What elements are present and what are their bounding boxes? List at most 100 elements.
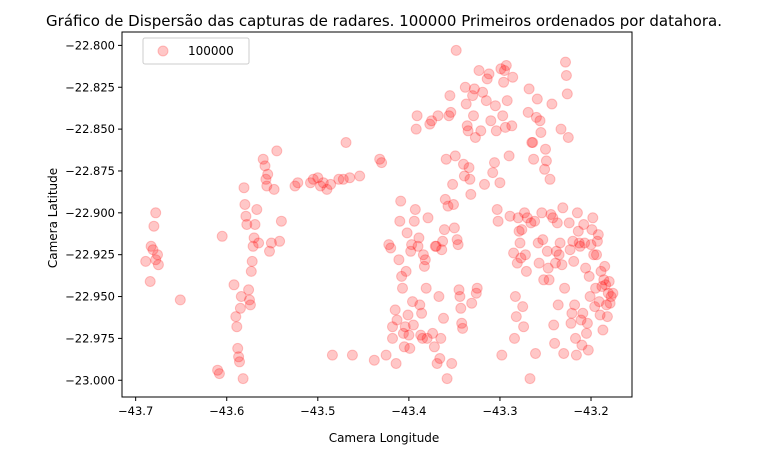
data-point bbox=[570, 332, 581, 344]
data-point bbox=[407, 319, 419, 331]
x-axis-label: Camera Longitude bbox=[329, 431, 440, 445]
data-point bbox=[467, 90, 479, 102]
data-point bbox=[442, 200, 454, 212]
data-point bbox=[413, 232, 425, 244]
data-point bbox=[601, 311, 613, 323]
data-point bbox=[424, 118, 436, 130]
data-point bbox=[524, 373, 536, 385]
data-point bbox=[410, 123, 422, 135]
data-point bbox=[265, 237, 277, 249]
data-point bbox=[292, 177, 304, 189]
data-point bbox=[520, 265, 532, 277]
data-point bbox=[397, 327, 409, 339]
data-point bbox=[212, 364, 224, 376]
data-point bbox=[246, 255, 258, 267]
data-point bbox=[438, 224, 450, 236]
data-point bbox=[261, 180, 273, 192]
data-point bbox=[231, 321, 243, 333]
data-point bbox=[238, 182, 250, 194]
data-point bbox=[526, 137, 538, 148]
data-point bbox=[585, 239, 597, 251]
data-point bbox=[275, 215, 287, 227]
data-point bbox=[473, 65, 485, 76]
data-point bbox=[563, 217, 575, 229]
data-point bbox=[416, 307, 428, 319]
data-point bbox=[454, 291, 466, 302]
data-point bbox=[326, 349, 338, 361]
data-point bbox=[448, 199, 459, 210]
data-point bbox=[411, 110, 423, 122]
data-point bbox=[289, 180, 301, 192]
data-point bbox=[445, 106, 457, 118]
data-point bbox=[523, 83, 535, 95]
data-point bbox=[581, 317, 593, 329]
x-tick-label: −43.6 bbox=[209, 404, 244, 418]
data-point bbox=[604, 297, 616, 309]
data-point bbox=[446, 358, 458, 369]
data-point bbox=[396, 270, 408, 282]
data-point bbox=[420, 282, 432, 294]
data-point bbox=[441, 373, 453, 385]
x-axis-ticks: −43.7 −43.6 −43.5 −43.4 −43.3 −43.2 bbox=[118, 397, 609, 418]
data-point bbox=[497, 110, 509, 122]
data-point bbox=[571, 207, 583, 219]
data-point bbox=[597, 324, 609, 336]
y-tick-label: −22.975 bbox=[65, 331, 115, 345]
data-point bbox=[274, 235, 286, 247]
data-point bbox=[562, 132, 574, 143]
data-point bbox=[602, 287, 614, 299]
data-point bbox=[559, 282, 571, 294]
data-point bbox=[528, 153, 540, 165]
data-point bbox=[530, 348, 541, 359]
data-point bbox=[444, 90, 456, 102]
data-point bbox=[383, 239, 395, 251]
data-point bbox=[531, 93, 543, 105]
data-point bbox=[471, 282, 483, 294]
data-point bbox=[315, 180, 326, 192]
data-point bbox=[522, 106, 534, 118]
data-point bbox=[389, 304, 401, 316]
data-point bbox=[433, 291, 445, 302]
data-point bbox=[432, 110, 444, 122]
data-point bbox=[466, 297, 478, 309]
data-point bbox=[354, 170, 366, 182]
data-point bbox=[325, 178, 337, 190]
data-point bbox=[556, 259, 568, 271]
data-point bbox=[510, 311, 522, 323]
data-point bbox=[568, 255, 580, 267]
data-point bbox=[305, 177, 316, 189]
y-tick-label: −22.925 bbox=[65, 248, 115, 262]
legend-marker bbox=[157, 45, 169, 57]
data-point bbox=[438, 312, 449, 324]
data-point bbox=[414, 299, 426, 311]
data-point bbox=[498, 76, 510, 88]
data-point bbox=[150, 254, 162, 266]
data-point bbox=[449, 150, 461, 162]
data-point bbox=[251, 204, 263, 215]
data-point bbox=[397, 282, 408, 294]
data-point bbox=[546, 98, 558, 110]
data-point bbox=[570, 349, 582, 361]
data-point bbox=[264, 245, 275, 257]
data-point bbox=[537, 234, 549, 246]
data-point bbox=[398, 341, 410, 353]
data-point bbox=[455, 302, 467, 314]
data-point bbox=[240, 210, 252, 222]
data-point bbox=[374, 153, 386, 165]
data-point bbox=[481, 73, 493, 85]
data-points bbox=[140, 44, 619, 385]
data-point bbox=[586, 224, 598, 236]
data-point bbox=[405, 245, 417, 257]
data-point bbox=[443, 110, 455, 122]
y-tick-label: −22.950 bbox=[65, 290, 115, 304]
x-tick-label: −43.7 bbox=[118, 404, 153, 418]
data-point bbox=[530, 111, 542, 123]
data-point bbox=[431, 358, 443, 369]
data-point bbox=[430, 240, 442, 252]
data-point bbox=[239, 199, 251, 210]
data-point bbox=[518, 321, 530, 333]
data-point bbox=[429, 240, 441, 252]
data-point bbox=[317, 177, 329, 189]
data-point bbox=[152, 249, 163, 261]
